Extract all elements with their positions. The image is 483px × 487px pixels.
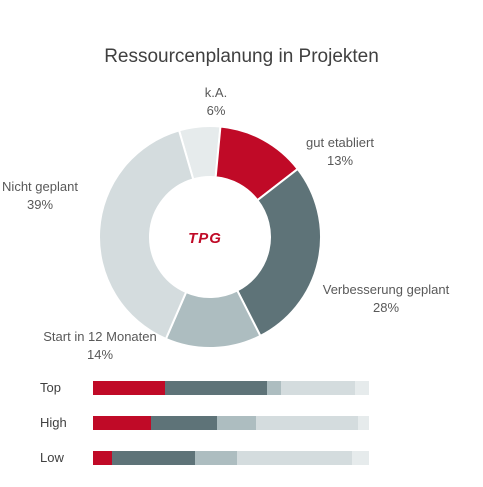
bar-segment-0 [93,381,165,395]
slice-label-start-in-12-monaten: Start in 12 Monaten 14% [30,328,170,364]
slice-name: k.A. [204,85,228,100]
slice-percent: 28% [372,300,400,315]
bar-segment-4 [352,451,369,465]
bar-segment-4 [355,381,369,395]
slice-label-ka: k.A. 6% [186,84,246,120]
bar-segment-4 [357,416,369,430]
bar-segment-0 [93,451,113,465]
chart-title: Ressourcenplanung in Projekten [104,46,379,67]
bar-segment-2 [195,451,237,465]
slice-percent: 14% [86,347,114,362]
bar-row-high: High [0,415,483,431]
slice-label-nicht-geplant: Nicht geplant 39% [0,178,80,214]
bar-category-label: High [40,415,67,430]
slice-percent: 13% [326,153,354,168]
slice-label-verbesserung-geplant: Verbesserung geplant 28% [311,281,461,317]
bar-row-low: Low [0,450,483,466]
bar-category-label: Top [40,380,61,395]
slice-name: gut etabliert [306,135,374,150]
bar-segment-1 [164,381,267,395]
donut-slice-2 [235,167,322,338]
bar-track [93,381,369,395]
bar-segment-3 [280,381,356,395]
bar-segment-3 [255,416,358,430]
bar-row-top: Top [0,380,483,396]
bar-segment-2 [217,416,256,430]
bar-segment-2 [266,381,281,395]
bar-track [93,416,369,430]
bar-segment-1 [112,451,196,465]
slice-name: Start in 12 Monaten [43,329,157,344]
slice-percent: 39% [26,197,54,212]
donut-chart [98,125,322,349]
slice-percent: 6% [206,103,226,118]
bar-track [93,451,369,465]
slice-name: Verbesserung geplant [322,282,450,297]
bar-category-label: Low [40,450,64,465]
bar-segment-1 [150,416,218,430]
bar-segment-3 [236,451,353,465]
slice-label-gut-etabliert: gut etabliert 13% [290,134,390,170]
slice-name: Nicht geplant [2,179,78,194]
donut-slice-4 [98,129,195,341]
bar-segment-0 [93,416,151,430]
logo-text: TPG [188,230,222,247]
tpg-logo: TPG [188,230,222,247]
